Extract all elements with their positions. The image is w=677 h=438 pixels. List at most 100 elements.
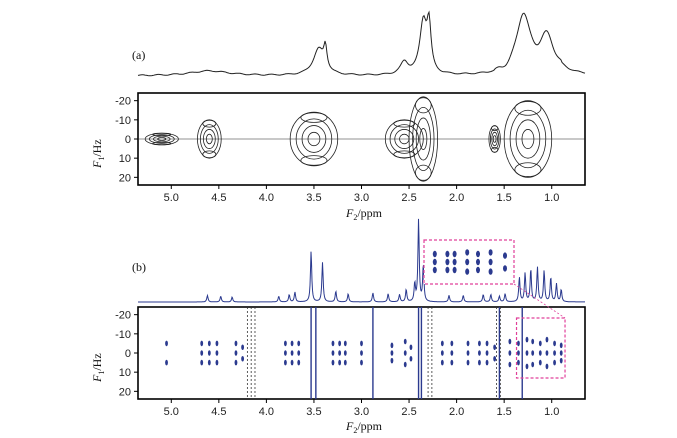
panel-b-contour-spot <box>284 359 287 366</box>
panel-b-contour-spot <box>200 340 204 347</box>
panel-b-contour-spot <box>409 355 413 362</box>
panel-a-multiplet-contour <box>415 164 432 181</box>
panel-b-x-tick-label: 4.5 <box>211 406 226 418</box>
zoom-inset-contour-spot <box>432 266 437 274</box>
panel-b-contour-spot <box>165 340 168 347</box>
panel-b-contour-spot <box>331 350 335 356</box>
panel-b-contour-spot <box>545 336 549 343</box>
panel-b-contour-spot <box>390 350 394 356</box>
panel-a-y-ticks: -20 -10 0 10 20 <box>115 96 138 184</box>
zoom-inset-contour-spot <box>432 250 437 258</box>
panel-b-contour-spot <box>553 359 556 366</box>
panel-b-y-tick-label: -20 <box>115 310 131 322</box>
panel-b-contour-spot <box>531 350 535 356</box>
panel-b-contour-spot <box>493 355 497 362</box>
panel-b-contour-spot <box>290 350 294 356</box>
panel-b-contour-spot <box>559 357 563 364</box>
panel-b-contour-spot <box>485 350 489 356</box>
panel-a-multiplet-contour <box>393 119 416 128</box>
panel-b-x-tick-label: 1.5 <box>497 406 512 418</box>
panel-b-y-tick-label: 0 <box>125 348 131 360</box>
panel-b-contour-spot <box>450 359 454 366</box>
zoom-inset-contour-spot <box>465 249 470 256</box>
panel-b-contour-spot <box>234 350 238 356</box>
panel-b-contour-spot <box>200 350 204 356</box>
panel-b-contour-spot <box>290 340 294 347</box>
panel-b-contour-spot <box>215 340 219 347</box>
panel-b-y-tick-label: 10 <box>119 367 131 379</box>
panel-b-contour-spot <box>343 340 347 347</box>
panel-a-x-ticks: 5.0 4.5 4.0 3.5 3.0 2.5 2.0 1.5 1.0 <box>164 185 559 204</box>
panel-a-label: (a) <box>132 48 145 62</box>
panel-a-multiplet-contour <box>514 101 542 116</box>
zoom-inset-contour-spot <box>476 266 480 274</box>
panel-b-contour-spot <box>440 340 444 347</box>
panel-b-contour-spot <box>284 350 287 356</box>
panel-b-contour-spot <box>403 350 407 356</box>
zoom-inset-contour-spot <box>465 258 470 266</box>
panel-b-contour-spot <box>360 340 363 347</box>
panel-b-contour-spot <box>338 350 342 356</box>
panel-b-contour-spot <box>485 340 489 347</box>
panel-b-contour-spot <box>200 359 204 366</box>
panel-b-contour-spot <box>553 340 556 347</box>
panel-a-x-tick-label: 3.0 <box>354 192 369 204</box>
panel-b-contour-spot <box>297 359 301 366</box>
panel-b-contour-spot <box>215 350 219 356</box>
zoom-inset-contour-spot <box>476 250 480 258</box>
panel-a-x-axis-label: F2/ppm <box>345 206 383 222</box>
panel-a-multiplet-contour <box>202 119 217 128</box>
zoom-inset-contour-spot <box>432 258 437 266</box>
panel-b-contour-spot <box>440 350 444 356</box>
panel-b-y-axis-label: F1/Hz <box>90 353 106 383</box>
panel-b-contour-spot <box>343 359 347 366</box>
panel-b-x-tick-label: 4.0 <box>259 406 274 418</box>
panel-a-y-tick-label: -10 <box>115 115 131 127</box>
panel-b-x-tick-label: 5.0 <box>164 406 179 418</box>
zoom-inset-contour-spot <box>445 266 450 274</box>
zoom-inset-contour-spot <box>445 258 450 266</box>
panel-b-contour-spot <box>403 361 407 368</box>
panel-b-contour-spot <box>338 359 342 366</box>
panel-a-spectrum <box>137 10 586 77</box>
panel-b-contour-spot <box>545 363 549 370</box>
panel-a-y-axis-label: F1/Hz <box>90 139 106 169</box>
panel-a-multiplet-contour <box>202 150 217 159</box>
panel-b-contour-spot <box>538 340 542 347</box>
panel-a-multiplet-contour <box>491 125 499 132</box>
panel-b-contour-spot <box>331 359 335 366</box>
panel-b-contour-spot <box>478 350 481 356</box>
panel-a-x-tick-label: 4.5 <box>211 192 226 204</box>
zoom-inset-contour-spot <box>503 252 507 259</box>
panel-b-contour-spot <box>559 342 563 349</box>
zoom-inset-contour-spot <box>445 250 450 258</box>
panel-b-contour-spot <box>525 363 529 370</box>
panel-b-contour-spot <box>559 350 563 356</box>
panel-a-x-tick-label: 1.0 <box>544 192 559 204</box>
panel-b-contour-spot <box>165 359 168 366</box>
panel-b-x-tick-label: 2.5 <box>401 406 416 418</box>
panel-a-y-tick-label: 10 <box>119 153 131 165</box>
panel-b-contour-spot <box>207 359 211 366</box>
zoom-inset-contour-spot <box>488 258 493 266</box>
zoom-inset-contours <box>432 249 507 275</box>
panel-b-contour-spot <box>450 350 454 356</box>
panel-b-contours <box>165 336 563 370</box>
panel-b-contour-spot <box>525 336 529 343</box>
panel-b-contour-spot <box>241 344 245 351</box>
panel-a-x-tick-label: 2.5 <box>401 192 416 204</box>
panel-a-y-tick-label: 20 <box>119 172 131 184</box>
zoom-inset-contour-spot <box>476 258 480 266</box>
zoom-inset-contour-spot <box>452 250 457 258</box>
panel-b-contour-spot <box>531 361 535 368</box>
panel-b-contour-spot <box>297 340 301 347</box>
panel-a-multiplet-contour <box>300 155 328 166</box>
panel-a-multiplet-contour <box>152 142 172 146</box>
panel-b-x-axis-label: F2/ppm <box>345 419 383 435</box>
panel-a-multiplet-contour <box>300 112 328 123</box>
panel-b-contour-spot <box>478 340 481 347</box>
panel-b-contour-spot <box>531 338 535 345</box>
panel-b-contour-spot <box>440 359 444 366</box>
panel-a-x-tick-label: 5.0 <box>164 192 179 204</box>
